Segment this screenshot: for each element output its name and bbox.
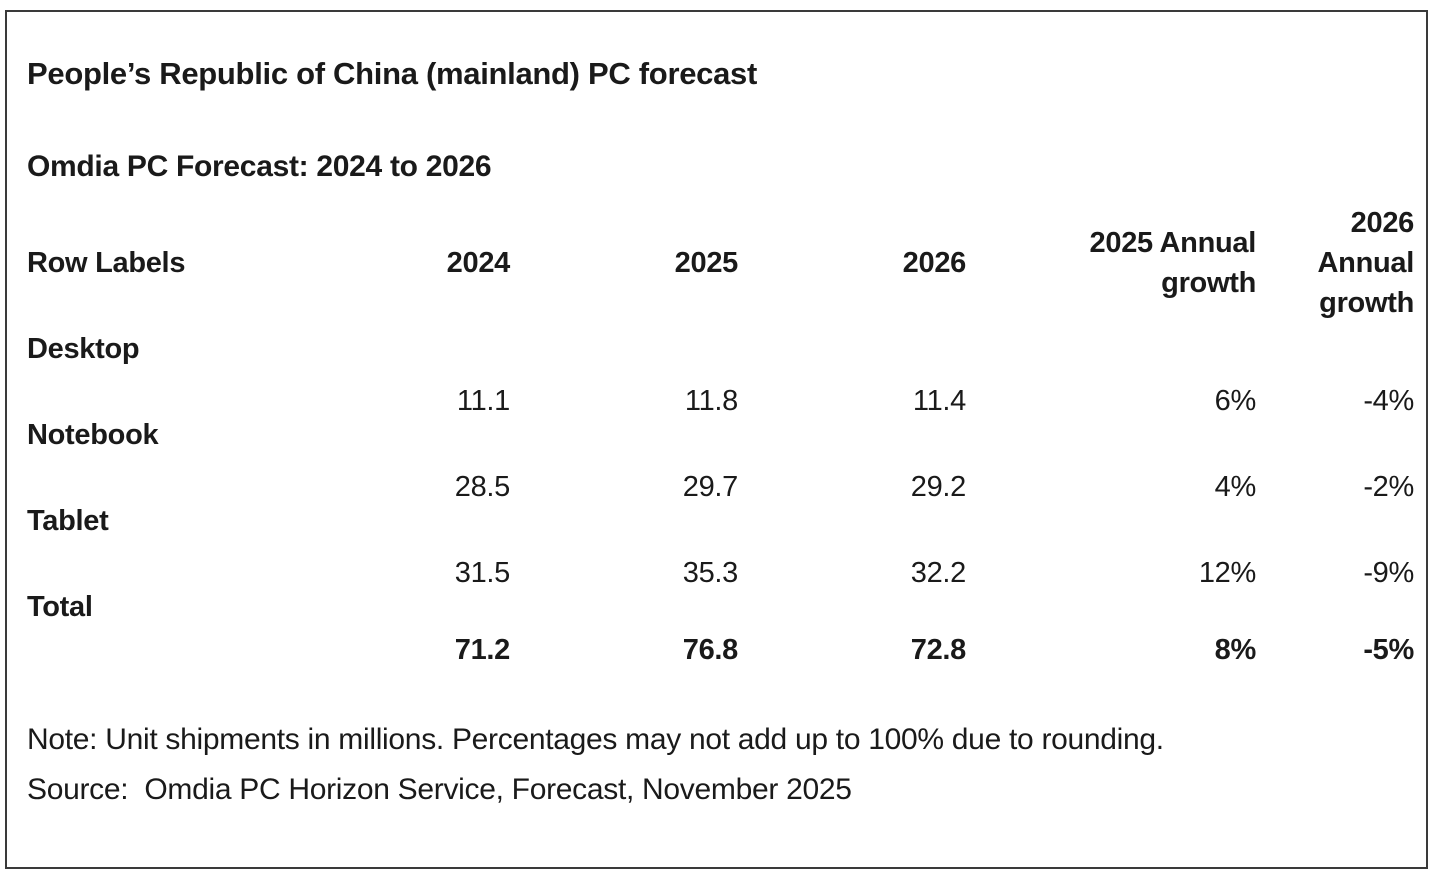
- col-header-2025: 2025: [674, 247, 739, 279]
- table-row-tablet: Tablet 31.5 35.3 32.2 12% -9%: [27, 504, 1414, 590]
- table-row-desktop: Desktop 11.1 11.8 11.4 6% -4%: [27, 332, 1414, 418]
- col-header-2024: 2024: [446, 247, 511, 279]
- cell-value: 31.5: [454, 557, 511, 589]
- cell-value: 11.8: [684, 385, 738, 417]
- cell-value: 11.4: [912, 385, 966, 417]
- table-row-notebook: Notebook 28.5 29.7 29.2 4% -2%: [27, 418, 1414, 504]
- row-label: Total: [27, 591, 93, 623]
- cell-value: 4%: [1214, 471, 1257, 503]
- table-row-total: Total 71.2 76.8 72.8 8% -5%: [27, 590, 1414, 685]
- col-header-2026-growth: 2026 Annual growth: [1256, 194, 1415, 332]
- report-title: People’s Republic of China (mainland) PC…: [27, 56, 757, 91]
- report-subtitle: Omdia PC Forecast: 2024 to 2026: [27, 150, 492, 183]
- forecast-table: Row Labels 2024 2025 2026 2025 Annual gr…: [27, 194, 1414, 685]
- cell-value: 32.2: [910, 557, 967, 589]
- table-source: Source: Omdia PC Horizon Service, Foreca…: [27, 773, 852, 806]
- cell-value: -2%: [1363, 471, 1414, 503]
- cell-value: 6%: [1214, 385, 1257, 417]
- report-frame: People’s Republic of China (mainland) PC…: [5, 10, 1428, 869]
- report-content: People’s Republic of China (mainland) PC…: [7, 12, 1426, 810]
- cell-value: -4%: [1363, 385, 1414, 417]
- cell-value: 29.2: [910, 471, 967, 503]
- row-label: Tablet: [27, 505, 109, 537]
- col-header-row-labels: Row Labels: [27, 247, 186, 279]
- col-header-2025-growth: 2025 Annual growth: [966, 194, 1257, 332]
- col-header-2026-growth-label: 2026 Annual growth: [1317, 207, 1415, 319]
- cell-value: 71.2: [454, 634, 511, 666]
- cell-value: 12%: [1198, 557, 1256, 589]
- row-label: Desktop: [27, 333, 140, 365]
- cell-value: 35.3: [682, 557, 739, 589]
- col-header-2025-growth-label: 2025 Annual growth: [1089, 227, 1257, 299]
- cell-value: 72.8: [910, 634, 967, 666]
- table-note: Note: Unit shipments in millions. Percen…: [27, 723, 1164, 756]
- col-header-2026: 2026: [902, 247, 967, 279]
- cell-value: 8%: [1214, 634, 1257, 666]
- cell-value: 28.5: [454, 471, 511, 503]
- row-label: Notebook: [27, 419, 159, 451]
- cell-value: -9%: [1363, 557, 1414, 589]
- cell-value: -5%: [1363, 634, 1414, 666]
- table-header-row: Row Labels 2024 2025 2026 2025 Annual gr…: [27, 194, 1414, 332]
- cell-value: 76.8: [682, 634, 739, 666]
- cell-value: 11.1: [456, 385, 510, 417]
- cell-value: 29.7: [682, 471, 739, 503]
